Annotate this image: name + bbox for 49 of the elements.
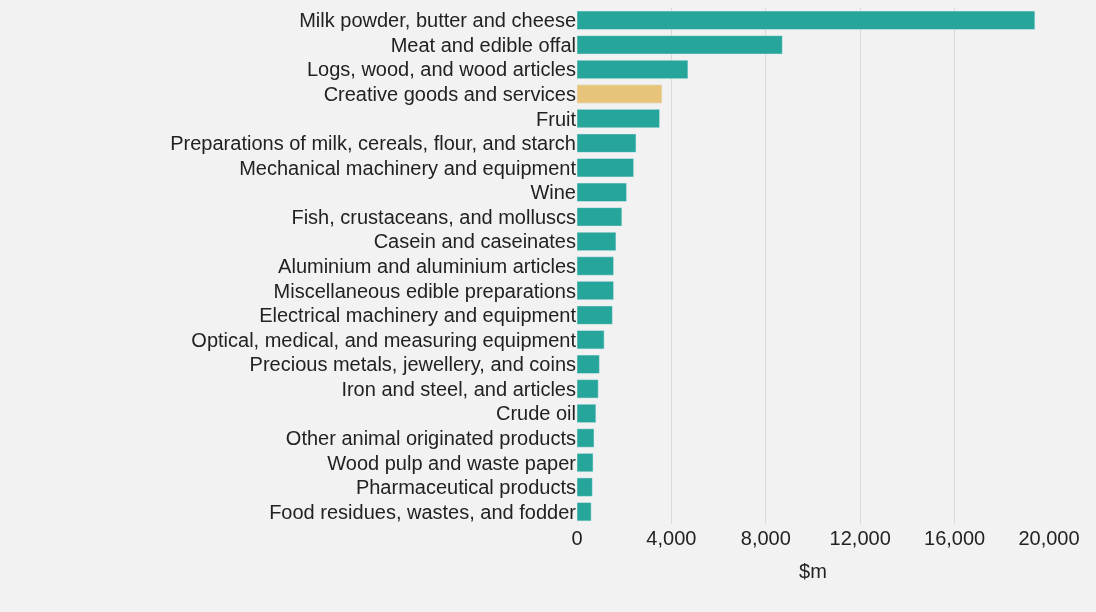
x-tick-label: 16,000: [924, 527, 986, 549]
y-tick-label: Wood pulp and waste paper: [327, 451, 577, 474]
y-tick-label: Pharmaceutical products: [355, 476, 576, 499]
bar: [577, 133, 637, 153]
x-tick-label: 8,000: [740, 527, 791, 549]
bar: [577, 305, 613, 325]
y-tick-label: Precious metals, jewellery, and coins: [249, 353, 576, 376]
x-tick-label: 20,000: [1018, 527, 1080, 549]
y-tick-label: Electrical machinery and equipment: [259, 304, 577, 327]
y-tick-label: Logs, wood, and wood articles: [306, 58, 576, 81]
bar: [577, 502, 592, 522]
y-tick-label: Creative goods and services: [323, 83, 576, 105]
y-tick-label: Optical, medical, and measuring equipment: [191, 328, 577, 351]
bar: [577, 59, 689, 79]
bar: [577, 109, 660, 129]
bar: [577, 231, 617, 251]
bar: [577, 379, 599, 399]
bar: [577, 84, 663, 104]
bar: [577, 158, 634, 178]
y-tick-label: Wine: [530, 181, 576, 204]
bar: [577, 10, 1036, 30]
y-tick-label: Aluminium and aluminium articles: [278, 255, 576, 277]
bar: [577, 207, 623, 227]
y-tick-label: Preparations of milk, cereals, flour, and starch: [170, 132, 576, 155]
y-tick-label: Fish, crustaceans, and molluscs: [291, 205, 576, 228]
y-tick-label: Other animal originated products: [285, 427, 576, 449]
bar: [577, 453, 594, 473]
y-tick-label: Miscellaneous edible preparations: [273, 279, 576, 302]
y-tick-label: Milk powder, butter and cheese: [299, 9, 576, 32]
y-tick-label: Iron and steel, and articles: [341, 377, 576, 400]
bar: [577, 330, 605, 350]
y-tick-label: Casein and caseinates: [373, 230, 576, 253]
bar: [577, 281, 614, 301]
y-tick-label: Meat and edible offal: [390, 33, 576, 56]
x-tick-label: 12,000: [829, 527, 891, 549]
bar: [577, 354, 600, 374]
y-tick-label: Mechanical machinery and equipment: [239, 156, 577, 179]
bar: [577, 256, 614, 276]
y-tick-label: Crude oil: [495, 402, 576, 425]
x-tick-label: 4,000: [646, 527, 697, 549]
bar: [577, 428, 595, 448]
bar: [577, 35, 783, 55]
x-axis-title: $m: [799, 559, 827, 582]
x-tick-label: 0: [571, 527, 583, 549]
y-tick-label: Fruit: [536, 107, 577, 130]
y-tick-label: Food residues, wastes, and fodder: [269, 500, 577, 523]
bar: [577, 403, 597, 423]
bar: [577, 477, 593, 497]
bar: [577, 182, 627, 202]
